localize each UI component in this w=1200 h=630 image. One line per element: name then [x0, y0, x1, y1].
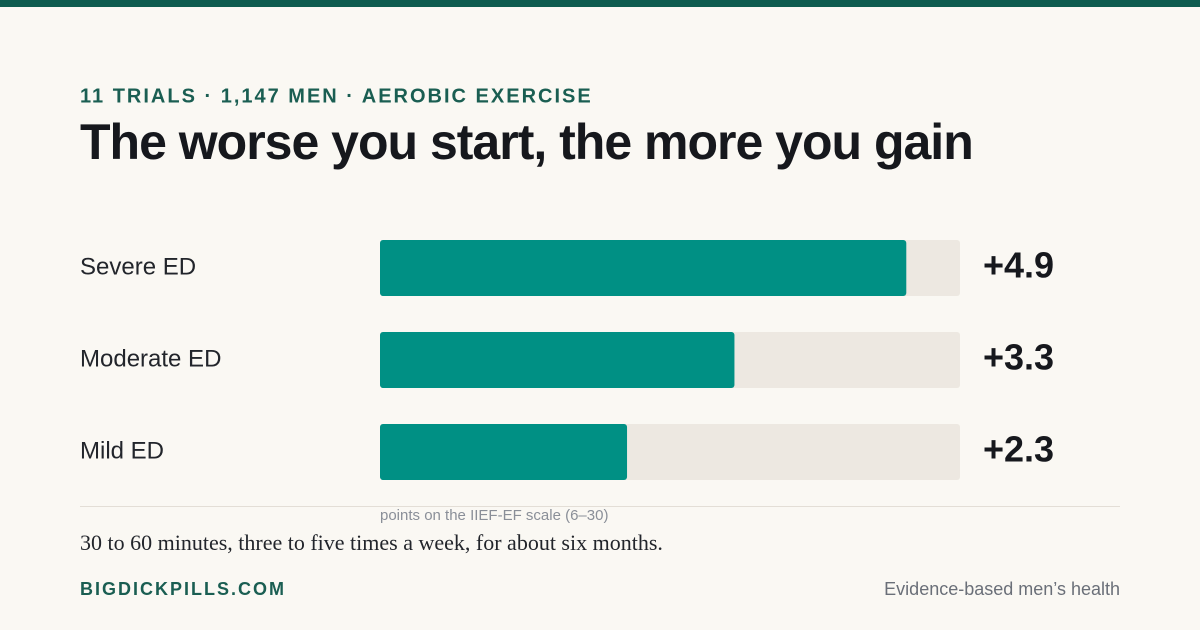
chart-title: The worse you start, the more you gain: [80, 114, 973, 170]
category-label: Severe ED: [80, 253, 196, 280]
bar: [380, 424, 628, 480]
x-axis-label: points on the IIEF-EF scale (6–30): [380, 507, 608, 524]
brand: BIGDICKPILLS.COM: [80, 579, 286, 599]
footnote: 30 to 60 minutes, three to five times a …: [80, 530, 663, 555]
top-band: [0, 0, 1200, 7]
category-label: Mild ED: [80, 437, 164, 464]
value-label: +2.3: [983, 429, 1054, 470]
kicker: 11 TRIALS · 1,147 MEN · AEROBIC EXERCISE: [80, 85, 593, 107]
tagline: Evidence-based men’s health: [884, 579, 1120, 599]
bar: [380, 240, 907, 296]
value-label: +3.3: [983, 337, 1054, 378]
bar: [380, 332, 735, 388]
category-label: Moderate ED: [80, 345, 221, 372]
value-label: +4.9: [983, 245, 1054, 286]
